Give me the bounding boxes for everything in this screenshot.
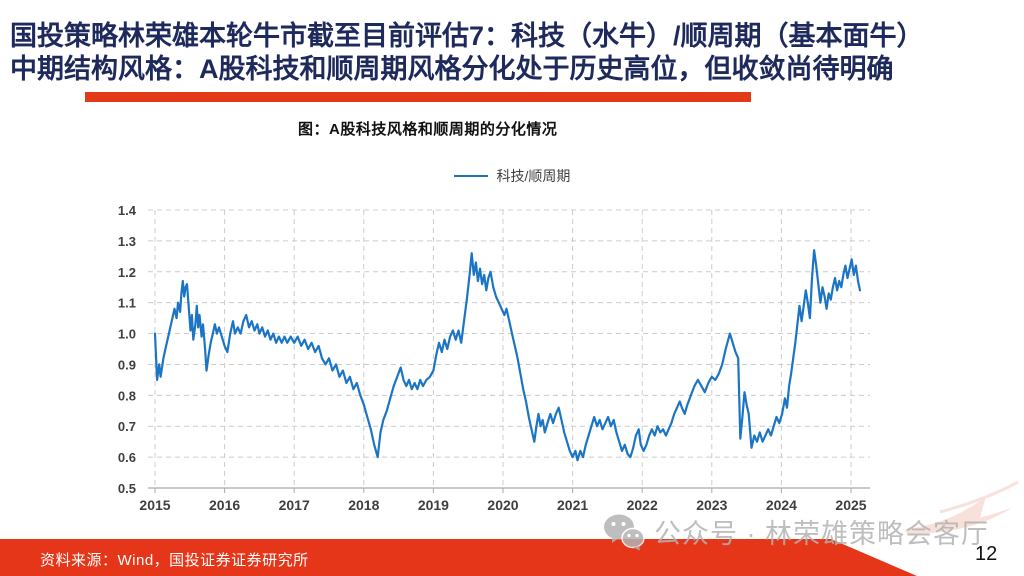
chart-legend: 科技/顺周期	[0, 166, 1024, 186]
y-tick-label: 1.4	[118, 203, 137, 218]
y-tick-label: 0.7	[118, 419, 136, 434]
x-tick-label: 2021	[557, 497, 588, 513]
x-tick-label: 2019	[418, 497, 449, 513]
legend-line-swatch	[453, 175, 488, 177]
x-tick-label: 2018	[348, 497, 379, 513]
y-tick-label: 0.9	[118, 357, 136, 372]
y-tick-label: 1.2	[118, 265, 136, 280]
legend-label: 科技/顺周期	[496, 168, 571, 184]
y-tick-label: 0.8	[118, 388, 136, 403]
source-text: 资料来源：Wind，国投证券证券研究所	[40, 552, 309, 569]
page-title-line1: 国投策略林荣雄本轮牛市截至目前评估7：科技（水牛）/顺周期（基本面牛）	[10, 21, 924, 51]
x-tick-label: 2017	[279, 497, 310, 513]
y-tick-label: 1.1	[118, 296, 136, 311]
y-tick-label: 1.0	[118, 327, 136, 342]
y-tick-label: 1.3	[118, 234, 136, 249]
x-tick-label: 2020	[487, 497, 518, 513]
header: 国投策略林荣雄本轮牛市截至目前评估7：科技（水牛）/顺周期（基本面牛） 中期结构…	[10, 20, 1020, 86]
x-tick-label: 2023	[696, 497, 727, 513]
x-tick-label: 2015	[139, 497, 170, 513]
chart-title: 图：A股科技风格和顺周期的分化情况	[298, 121, 558, 138]
x-tick-label: 2024	[766, 497, 797, 513]
x-tick-label: 2016	[209, 497, 240, 513]
x-tick-label: 2022	[627, 497, 658, 513]
x-tick-label: 2025	[835, 497, 866, 513]
footer-band	[0, 539, 917, 576]
page-title-line2: 中期结构风格：A股科技和顺周期风格分化处于历史高位，但收敛尚待明确	[10, 54, 894, 84]
y-tick-label: 0.5	[118, 481, 136, 496]
decorative-swoosh	[904, 480, 1019, 534]
page-number: 12	[975, 543, 998, 565]
title-accent-bar	[85, 92, 751, 102]
series-line	[153, 249, 862, 462]
y-tick-label: 0.6	[118, 450, 136, 465]
